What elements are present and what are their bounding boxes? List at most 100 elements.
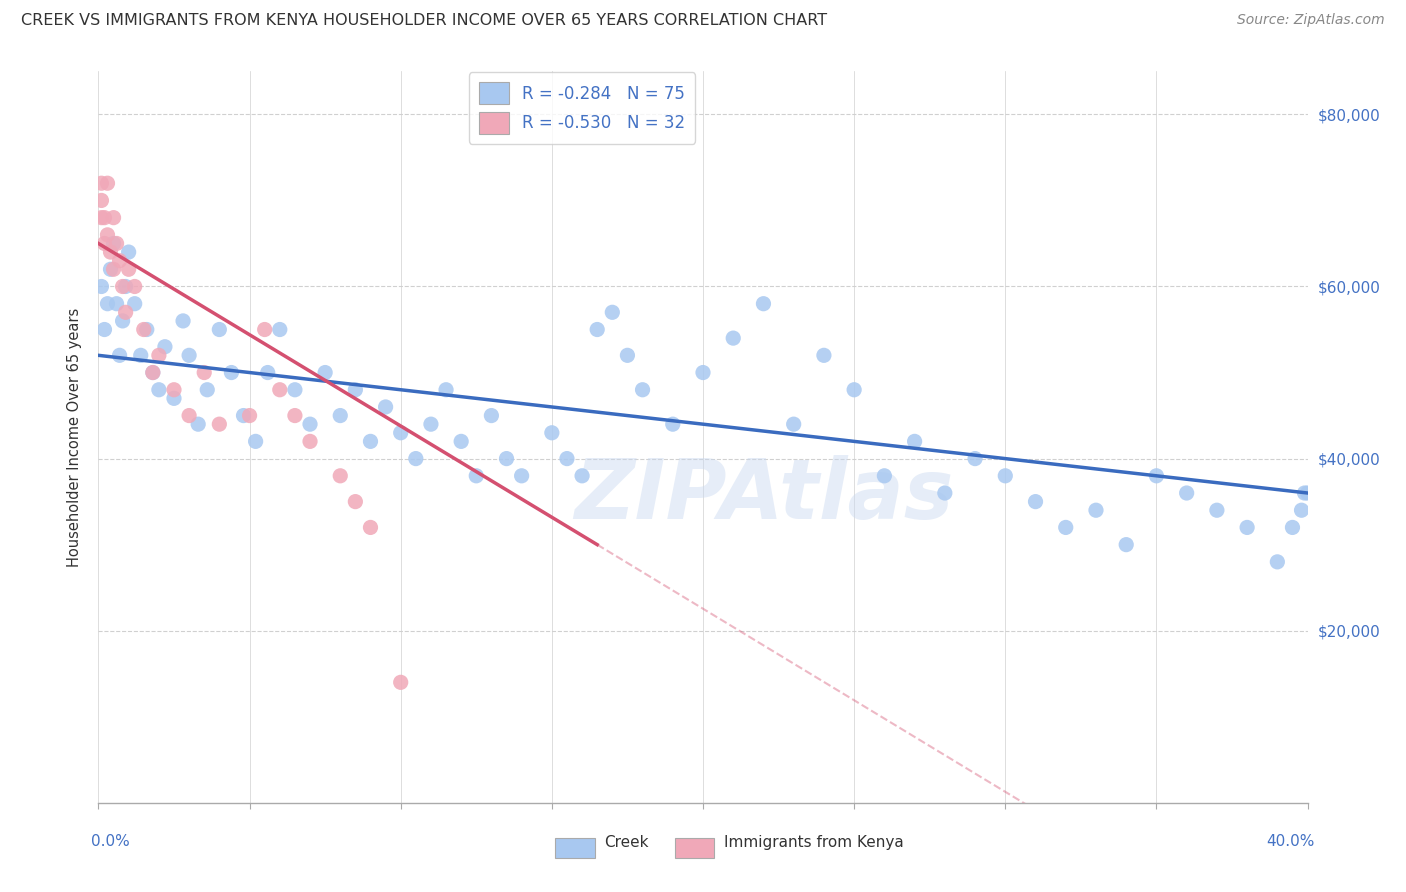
Point	[1054, 520, 1077, 534]
Point	[1115, 538, 1137, 552]
Point	[329, 468, 352, 483]
Point	[555, 451, 578, 466]
Point	[103, 211, 125, 225]
Point	[269, 322, 291, 336]
Point	[360, 434, 382, 449]
Point	[93, 236, 115, 251]
Point	[269, 383, 291, 397]
Point	[100, 245, 122, 260]
Point	[96, 296, 118, 310]
Point	[90, 194, 112, 208]
Point	[1144, 468, 1167, 483]
Point	[495, 451, 517, 466]
Point	[96, 227, 118, 242]
Point	[163, 392, 186, 406]
Point	[253, 322, 276, 336]
Point	[90, 176, 112, 190]
Point	[1267, 555, 1289, 569]
Point	[103, 236, 125, 251]
Point	[256, 366, 278, 380]
Point	[105, 236, 128, 251]
Point	[1175, 486, 1198, 500]
Point	[904, 434, 927, 449]
Point	[1296, 486, 1319, 500]
Point	[540, 425, 562, 440]
Point	[153, 340, 176, 354]
Point	[934, 486, 956, 500]
Point	[114, 279, 136, 293]
Y-axis label: Householder Income Over 65 years: Householder Income Over 65 years	[67, 308, 83, 566]
Point	[208, 417, 231, 432]
Point	[374, 400, 396, 414]
Point	[752, 296, 775, 310]
Text: CREEK VS IMMIGRANTS FROM KENYA HOUSEHOLDER INCOME OVER 65 YEARS CORRELATION CHAR: CREEK VS IMMIGRANTS FROM KENYA HOUSEHOLD…	[21, 13, 827, 29]
Point	[994, 468, 1017, 483]
Legend: R = -0.284   N = 75, R = -0.530   N = 32: R = -0.284 N = 75, R = -0.530 N = 32	[468, 72, 696, 144]
Point	[1294, 486, 1316, 500]
Point	[108, 253, 131, 268]
Point	[692, 366, 714, 380]
Point	[239, 409, 262, 423]
Point	[100, 262, 122, 277]
Point	[844, 383, 866, 397]
Point	[783, 417, 806, 432]
Point	[344, 494, 367, 508]
Point	[96, 176, 118, 190]
Point	[314, 366, 336, 380]
Text: Immigrants from Kenya: Immigrants from Kenya	[724, 836, 904, 850]
Point	[195, 383, 218, 397]
Point	[93, 211, 115, 225]
Point	[586, 322, 609, 336]
Text: Creek: Creek	[605, 836, 650, 850]
Point	[813, 348, 835, 362]
Point	[405, 451, 427, 466]
Point	[111, 279, 134, 293]
Point	[360, 520, 382, 534]
Point	[103, 262, 125, 277]
Point	[142, 366, 165, 380]
Point	[232, 409, 254, 423]
Point	[450, 434, 472, 449]
Point	[329, 409, 352, 423]
Point	[344, 383, 367, 397]
Point	[965, 451, 987, 466]
Point	[661, 417, 683, 432]
Point	[245, 434, 267, 449]
Point	[179, 348, 201, 362]
Point	[90, 279, 112, 293]
Point	[1236, 520, 1258, 534]
Point	[510, 468, 533, 483]
Point	[616, 348, 638, 362]
Point	[172, 314, 194, 328]
Point	[723, 331, 745, 345]
Point	[299, 417, 322, 432]
Point	[135, 322, 157, 336]
Point	[163, 383, 186, 397]
Point	[1024, 494, 1046, 508]
Point	[631, 383, 654, 397]
Point	[434, 383, 457, 397]
Point	[108, 348, 131, 362]
Point	[111, 314, 134, 328]
Point	[299, 434, 322, 449]
Point	[132, 322, 155, 336]
Point	[465, 468, 488, 483]
Point	[118, 245, 141, 260]
Point	[124, 279, 146, 293]
Point	[148, 348, 170, 362]
Point	[193, 366, 215, 380]
Point	[208, 322, 231, 336]
Text: 40.0%: 40.0%	[1267, 834, 1315, 849]
Point	[481, 409, 503, 423]
Point	[179, 409, 201, 423]
Point	[1206, 503, 1229, 517]
Point	[602, 305, 624, 319]
Point	[873, 468, 896, 483]
Point	[1281, 520, 1303, 534]
Point	[284, 383, 307, 397]
Point	[420, 417, 443, 432]
Point	[142, 366, 165, 380]
Point	[389, 675, 412, 690]
Point	[129, 348, 152, 362]
Point	[1085, 503, 1108, 517]
